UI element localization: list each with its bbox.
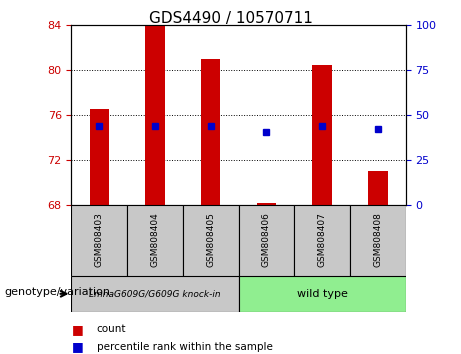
Text: LmnaG609G/G609G knock-in: LmnaG609G/G609G knock-in	[89, 289, 221, 298]
Text: wild type: wild type	[297, 289, 348, 299]
Bar	[183, 205, 238, 276]
Bar	[89, 109, 109, 205]
Text: ■: ■	[71, 323, 83, 336]
Text: genotype/variation: genotype/variation	[5, 287, 111, 297]
Text: GSM808407: GSM808407	[318, 212, 327, 267]
Bar	[368, 171, 388, 205]
Text: percentile rank within the sample: percentile rank within the sample	[97, 342, 273, 352]
Bar	[238, 205, 294, 276]
Bar	[201, 59, 220, 205]
Bar	[350, 205, 406, 276]
Text: count: count	[97, 324, 126, 334]
Text: GSM808405: GSM808405	[206, 212, 215, 267]
Bar	[313, 65, 332, 205]
Text: ■: ■	[71, 341, 83, 353]
Text: GDS4490 / 10570711: GDS4490 / 10570711	[148, 11, 313, 25]
Bar	[294, 205, 350, 276]
Bar	[257, 203, 276, 205]
Bar	[71, 205, 127, 276]
Bar	[238, 276, 406, 312]
Text: GSM808403: GSM808403	[95, 212, 104, 267]
Bar	[71, 276, 239, 312]
Bar	[127, 205, 183, 276]
Text: GSM808408: GSM808408	[373, 212, 382, 267]
Text: GSM808406: GSM808406	[262, 212, 271, 267]
Bar	[145, 25, 165, 205]
Text: GSM808404: GSM808404	[150, 212, 160, 267]
